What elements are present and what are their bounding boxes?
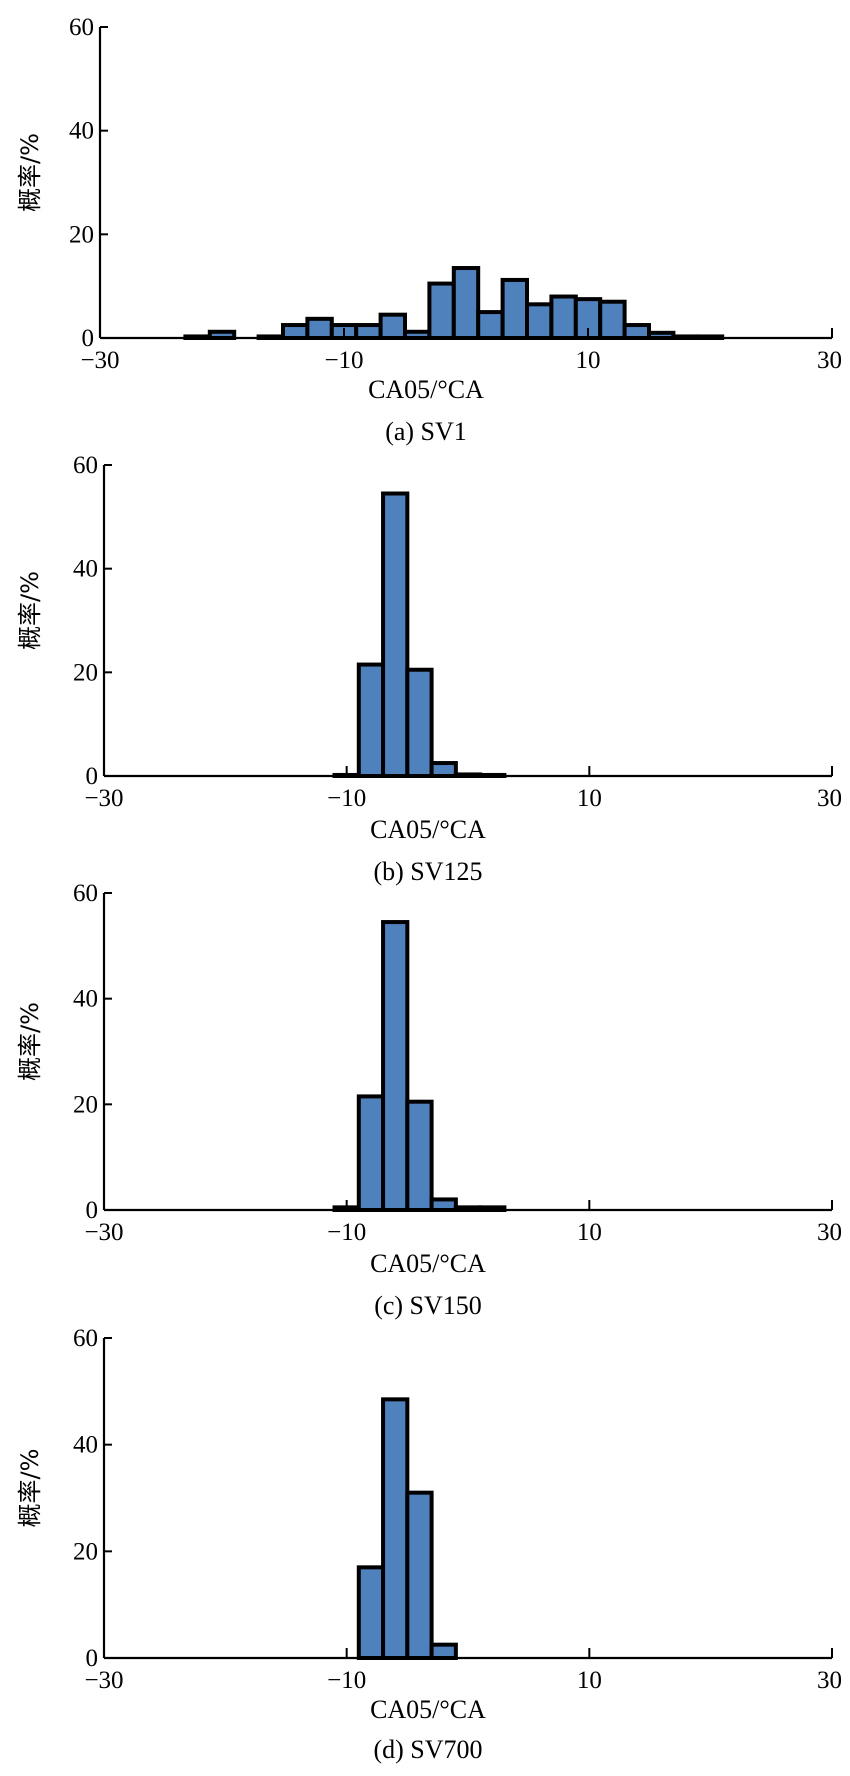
histogram-bar: [354, 323, 383, 340]
histogram-bar: [381, 1397, 410, 1661]
histogram-bar: [429, 1642, 458, 1660]
chart-panel-2: 0 20 40 60 −30 −10 10 30 CA05/°CA (b) SV125 概率/%: [16, 452, 842, 886]
y-tick-label: 20: [69, 221, 94, 248]
y-axis-label: 概率/%: [16, 571, 44, 650]
x-tick-label: 10: [577, 785, 602, 812]
histogram-bar: [405, 1490, 434, 1660]
y-tick-label: 20: [73, 1538, 98, 1565]
y-tick-label: 40: [69, 118, 94, 145]
x-tick-label: −30: [80, 347, 119, 374]
y-tick-label: 0: [86, 763, 99, 790]
histogram-bar: [356, 662, 386, 779]
y-tick-label: 40: [73, 986, 98, 1013]
panel-caption: (d) SV700: [373, 1735, 482, 1764]
chart-panel-3: 0 20 40 60 −30 −10 10 30 CA05/°CA (c) SV150 概率/%: [16, 880, 842, 1320]
y-axis-label: 概率/%: [16, 133, 44, 212]
y-tick-label: 0: [82, 325, 95, 352]
y-tick-label: 60: [69, 14, 94, 41]
x-axis-label: CA05/°CA: [370, 1695, 486, 1724]
x-axis-label: CA05/°CA: [370, 815, 486, 844]
y-axis-label: 概率/%: [16, 1449, 44, 1528]
x-tick-label: 30: [817, 785, 842, 812]
histogram-bar: [500, 277, 530, 340]
chart-panel-4: 0 20 40 60 −30 −10 10 30 CA05/°CA (d) SV700 概率/%: [16, 1325, 842, 1764]
x-tick-label: −10: [327, 1219, 366, 1246]
y-tick-label: 40: [73, 1432, 98, 1459]
x-tick-label: 30: [817, 1219, 842, 1246]
histogram-bar: [476, 310, 505, 341]
histogram-bar: [622, 323, 651, 340]
y-tick-label: 60: [73, 452, 98, 479]
x-tick-label: 30: [817, 1667, 842, 1694]
y-tick-label: 0: [86, 1645, 99, 1672]
y-tick-label: 60: [73, 1325, 98, 1352]
x-axis-label: CA05/°CA: [370, 1249, 486, 1278]
histogram-bar: [598, 299, 627, 341]
panel-caption: (a) SV1: [385, 417, 467, 446]
histogram-bar: [405, 667, 434, 778]
histogram-bar: [405, 1099, 434, 1212]
histogram-bar: [356, 1565, 386, 1661]
histogram-bar: [305, 316, 334, 340]
x-tick-label: 10: [577, 1219, 602, 1246]
x-tick-label: 10: [577, 1667, 602, 1694]
chart-panel-1: 0 20 40 60 −30 −10 10 30 CA05/°CA (a) SV1 概率/%: [16, 14, 842, 446]
x-tick-label: −30: [84, 1219, 123, 1246]
x-axis-label: CA05/°CA: [368, 375, 484, 404]
histogram-bar: [281, 323, 310, 340]
panel-caption: (b) SV125: [373, 857, 482, 886]
x-tick-label: −10: [327, 1667, 366, 1694]
histogram-bar: [549, 294, 578, 340]
y-axis-label: 概率/%: [16, 1002, 44, 1081]
y-tick-label: 60: [73, 880, 98, 907]
histogram-bar: [381, 920, 410, 1213]
y-tick-label: 20: [73, 1091, 98, 1118]
x-tick-label: −10: [327, 785, 366, 812]
y-tick-label: 0: [86, 1197, 99, 1224]
x-tick-label: 10: [576, 347, 601, 374]
histogram-bar: [356, 1094, 386, 1212]
histogram-bar: [427, 281, 456, 341]
histogram-bar: [451, 266, 481, 340]
histogram-bar: [429, 761, 458, 779]
x-tick-label: −30: [84, 785, 123, 812]
histogram-bar: [525, 302, 554, 340]
panel-caption: (c) SV150: [374, 1291, 482, 1320]
histogram-bar: [378, 312, 408, 340]
y-tick-label: 40: [73, 556, 98, 583]
histogram-bar: [429, 1197, 458, 1213]
histogram-bar: [381, 491, 410, 778]
y-tick-label: 20: [73, 659, 98, 686]
x-tick-label: −30: [84, 1667, 123, 1694]
x-tick-label: −10: [324, 347, 363, 374]
x-tick-label: 30: [817, 347, 842, 374]
